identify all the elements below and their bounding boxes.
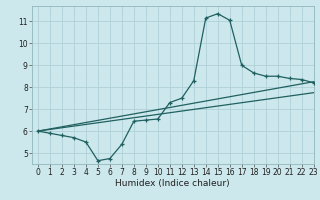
X-axis label: Humidex (Indice chaleur): Humidex (Indice chaleur): [116, 179, 230, 188]
